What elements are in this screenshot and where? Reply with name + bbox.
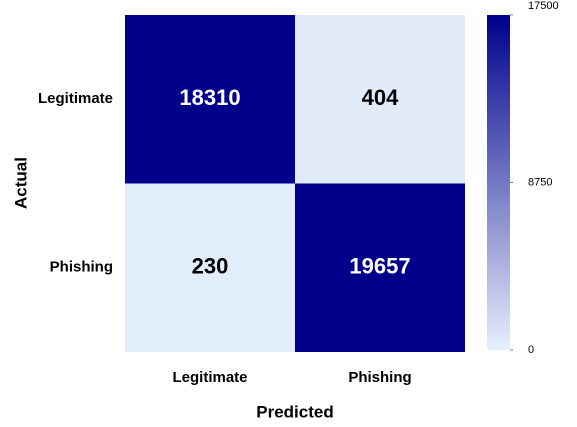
y-tick-label: Phishing (50, 259, 113, 276)
colorbar-tick-label: 17500 (528, 0, 559, 12)
heatmap-cell (295, 15, 465, 184)
x-axis-label: Predicted (256, 402, 333, 421)
colorbar (487, 15, 510, 350)
cell-label: 19657 (349, 254, 410, 279)
cell-label: 230 (192, 254, 229, 279)
heatmap-cell (125, 15, 295, 184)
colorbar-tick-label: 8750 (528, 176, 552, 188)
cell-label: 404 (362, 85, 399, 110)
cell-label: 18310 (179, 85, 240, 110)
x-tick-label: Legitimate (172, 369, 247, 386)
colorbar-tick-label: 0 (528, 344, 534, 356)
heatmap-cell (125, 183, 295, 352)
y-tick-label: Legitimate (38, 90, 113, 107)
x-tick-label: Phishing (348, 369, 411, 386)
heatmap-cell (295, 183, 465, 352)
y-axis-label: Actual (11, 157, 30, 209)
